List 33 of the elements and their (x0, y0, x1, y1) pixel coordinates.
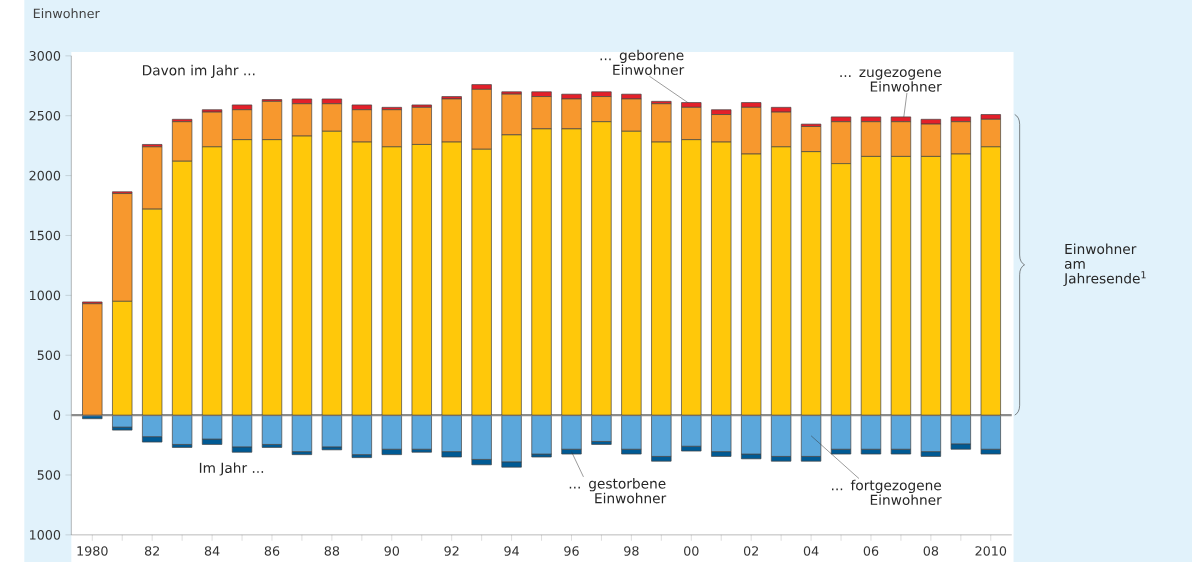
y-tick-label: 0 (53, 410, 61, 420)
text: ... zugezogene Einwohner (840, 69, 942, 92)
y-tick-label: 2500 (29, 110, 61, 121)
x-tick-label: 90 (384, 546, 400, 556)
x-tick-label: 98 (624, 546, 639, 556)
x-tick-label: 08 (923, 546, 939, 556)
x-tick-label: 04 (803, 546, 819, 556)
x-tick-label: 06 (863, 546, 879, 556)
y-tick-label: 1500 (29, 230, 61, 241)
y-tick-label: 500 (37, 350, 61, 360)
y-tick-label: 1000 (29, 290, 61, 301)
x-tick-label: 96 (564, 546, 579, 556)
x-tick-label: 86 (264, 546, 280, 556)
x-tick-label: 84 (204, 546, 220, 556)
y-tick-label: 1000 (29, 529, 61, 540)
x-tick-label: 00 (684, 546, 699, 556)
x-tick-label: 88 (324, 546, 340, 556)
annotation: Im Jahr ... (199, 462, 264, 476)
y-tick-label: 500 (37, 470, 61, 480)
series-label: ... fortgezogene Einwohner (832, 479, 942, 505)
y-tick-label: 3000 (29, 50, 61, 61)
series-label: ... geborene Einwohner (600, 49, 685, 75)
x-tick-label: 94 (504, 546, 519, 556)
legend-label: ... gestorbene Einwohner (569, 477, 667, 504)
x-tick-label: 1980 (77, 546, 108, 556)
x-tick-label: 02 (743, 546, 759, 556)
x-tick-label: 2010 (975, 546, 1007, 556)
y-axis-title: Einwohner (33, 8, 100, 19)
annotation: Davon im Jahr ... (143, 64, 255, 78)
text: Einwohner am Jahresende$^{1}$ (1063, 243, 1146, 286)
y-tick-label: 2000 (29, 170, 61, 181)
x-tick-label: 92 (444, 546, 459, 556)
x-tick-label: 82 (144, 546, 159, 556)
